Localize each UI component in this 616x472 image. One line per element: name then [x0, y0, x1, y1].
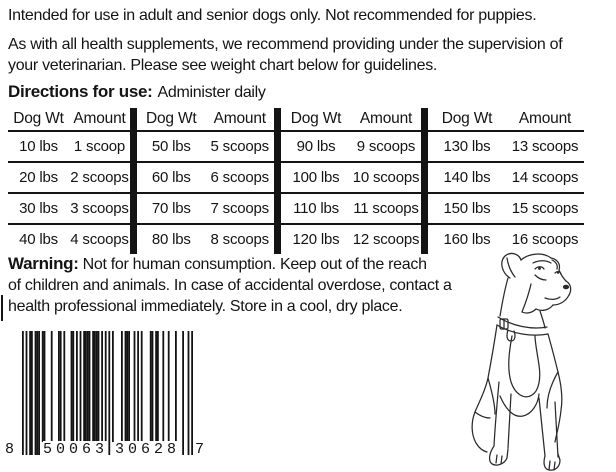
dog-weight-value: 50 lbs [151, 138, 191, 155]
dog-weight-header: Dog Wt [13, 110, 64, 127]
scoop-amount-value: 15 scoops [511, 200, 579, 217]
directions-label: Directions for use: [8, 82, 153, 101]
barcode-digits-right-group: 30628 [115, 441, 181, 458]
directions-for-use: Directions for use: Administer daily [8, 81, 266, 103]
warning-label: Warning: [8, 254, 79, 273]
amount-header: Amount [73, 110, 126, 127]
dog-weight-value: 10 lbs [19, 138, 58, 155]
scoop-amount-value: 11 scoops [353, 200, 419, 217]
scoop-amount-value: 10 scoops [352, 169, 420, 186]
dosage-row: 100 lbs 10 scoops [281, 163, 421, 194]
amount-header: Amount [518, 110, 572, 127]
scoop-amount-value: 9 scoops [356, 138, 416, 155]
dog-weight-header: Dog Wt [146, 110, 197, 127]
supervision-line-2: your veterinarian. Please see weight cha… [8, 57, 438, 74]
dog-weight-value: 40 lbs [19, 231, 58, 248]
dosage-column-group-1: Dog Wt Amount 10 lbs 1 scoop 20 lbs 2 sc… [8, 108, 130, 254]
dog-weight-value: 20 lbs [19, 169, 58, 186]
warning-line-1-text: Not for human consumption. Keep out of t… [82, 256, 427, 273]
column-divider [130, 108, 137, 254]
dog-weight-value: 140 lbs [443, 169, 491, 186]
column-divider [421, 108, 428, 254]
scoop-amount-value: 2 scoops [70, 169, 129, 186]
usage-restriction-text: Intended for use in adult and senior dog… [8, 7, 537, 24]
warning-line-3: health professional immediately. Store i… [8, 298, 403, 315]
dosage-row: 40 lbs 4 scoops [8, 225, 130, 254]
dosage-header-row: Dog Wt Amount [281, 108, 421, 132]
dog-weight-value: 150 lbs [443, 200, 491, 217]
dog-weight-value: 130 lbs [443, 138, 491, 155]
scoop-amount-value: 8 scoops [210, 231, 270, 248]
supervision-recommendation-text: As with all health supplements, we recom… [8, 34, 563, 76]
dog-weight-value: 80 lbs [151, 231, 191, 248]
barcode-digits-left-group: 50063 [43, 441, 109, 458]
dosage-row: 70 lbs 7 scoops [137, 194, 274, 225]
warning-line-1: Warning: Not for human consumption. Keep … [8, 253, 452, 275]
column-divider [274, 108, 281, 254]
dosage-header-row: Dog Wt Amount [428, 108, 584, 132]
dosage-row: 80 lbs 8 scoops [137, 225, 274, 254]
dosage-row: 30 lbs 3 scoops [8, 194, 130, 225]
dosage-row: 60 lbs 6 scoops [137, 163, 274, 194]
dosage-row: 20 lbs 2 scoops [8, 163, 130, 194]
weight-dosage-chart: Dog Wt Amount 10 lbs 1 scoop 20 lbs 2 sc… [8, 108, 584, 254]
dog-weight-value: 90 lbs [296, 138, 336, 155]
amount-header: Amount [213, 110, 266, 127]
dosage-column-group-3: Dog Wt Amount 90 lbs 9 scoops 100 lbs 10… [281, 108, 421, 254]
stray-cursor-mark [1, 295, 3, 321]
dog-weight-value: 110 lbs [293, 200, 339, 217]
dog-weight-value: 60 lbs [151, 169, 191, 186]
dosage-row: 140 lbs 14 scoops [428, 163, 584, 194]
scoop-amount-value: 12 scoops [352, 231, 420, 248]
scoop-amount-value: 7 scoops [210, 200, 270, 217]
barcode-bars [22, 331, 193, 455]
dosage-row: 160 lbs 16 scoops [428, 225, 584, 254]
dosage-column-group-4: Dog Wt Amount 130 lbs 13 scoops 140 lbs … [428, 108, 584, 254]
dog-weight-value: 30 lbs [19, 200, 58, 217]
warning-text: Warning: Not for human consumption. Keep … [8, 253, 452, 317]
dosage-column-group-2: Dog Wt Amount 50 lbs 5 scoops 60 lbs 6 s… [137, 108, 274, 254]
scoop-amount-value: 5 scoops [210, 138, 270, 155]
dog-weight-header: Dog Wt [441, 110, 493, 127]
warning-line-2: of children and animals. In case of acci… [8, 277, 452, 294]
boxer-dog-illustration [471, 252, 572, 471]
supervision-line-1: As with all health supplements, we recom… [8, 36, 563, 53]
amount-header: Amount [359, 110, 413, 127]
scoop-amount-value: 3 scoops [70, 200, 129, 217]
dosage-row: 10 lbs 1 scoop [8, 132, 130, 163]
dosage-row: 130 lbs 13 scoops [428, 132, 584, 163]
barcode-digit-number-system: 8 [5, 441, 15, 458]
dosage-header-row: Dog Wt Amount [137, 108, 274, 132]
upc-barcode: 8 50063 30628 7 [5, 331, 220, 463]
scoop-amount-value: 14 scoops [511, 169, 579, 186]
dog-weight-value: 120 lbs [292, 231, 340, 248]
dog-weight-value: 160 lbs [443, 231, 491, 248]
dog-weight-value: 100 lbs [292, 169, 340, 186]
dosage-row: 90 lbs 9 scoops [281, 132, 421, 163]
barcode-digit-check: 7 [195, 441, 205, 458]
dosage-row: 150 lbs 15 scoops [428, 194, 584, 225]
directions-text: Administer daily [157, 84, 266, 101]
scoop-amount-value: 1 scoop [73, 138, 126, 155]
scoop-amount-value: 13 scoops [511, 138, 579, 155]
dosage-header-row: Dog Wt Amount [8, 108, 130, 132]
dog-weight-header: Dog Wt [290, 110, 342, 127]
scoop-amount-value: 4 scoops [70, 231, 129, 248]
dosage-row: 120 lbs 12 scoops [281, 225, 421, 254]
dog-weight-value: 70 lbs [151, 200, 191, 217]
dosage-row: 110 lbs 11 scoops [281, 194, 421, 225]
dosage-row: 50 lbs 5 scoops [137, 132, 274, 163]
scoop-amount-value: 6 scoops [210, 169, 270, 186]
scoop-amount-value: 16 scoops [511, 231, 579, 248]
